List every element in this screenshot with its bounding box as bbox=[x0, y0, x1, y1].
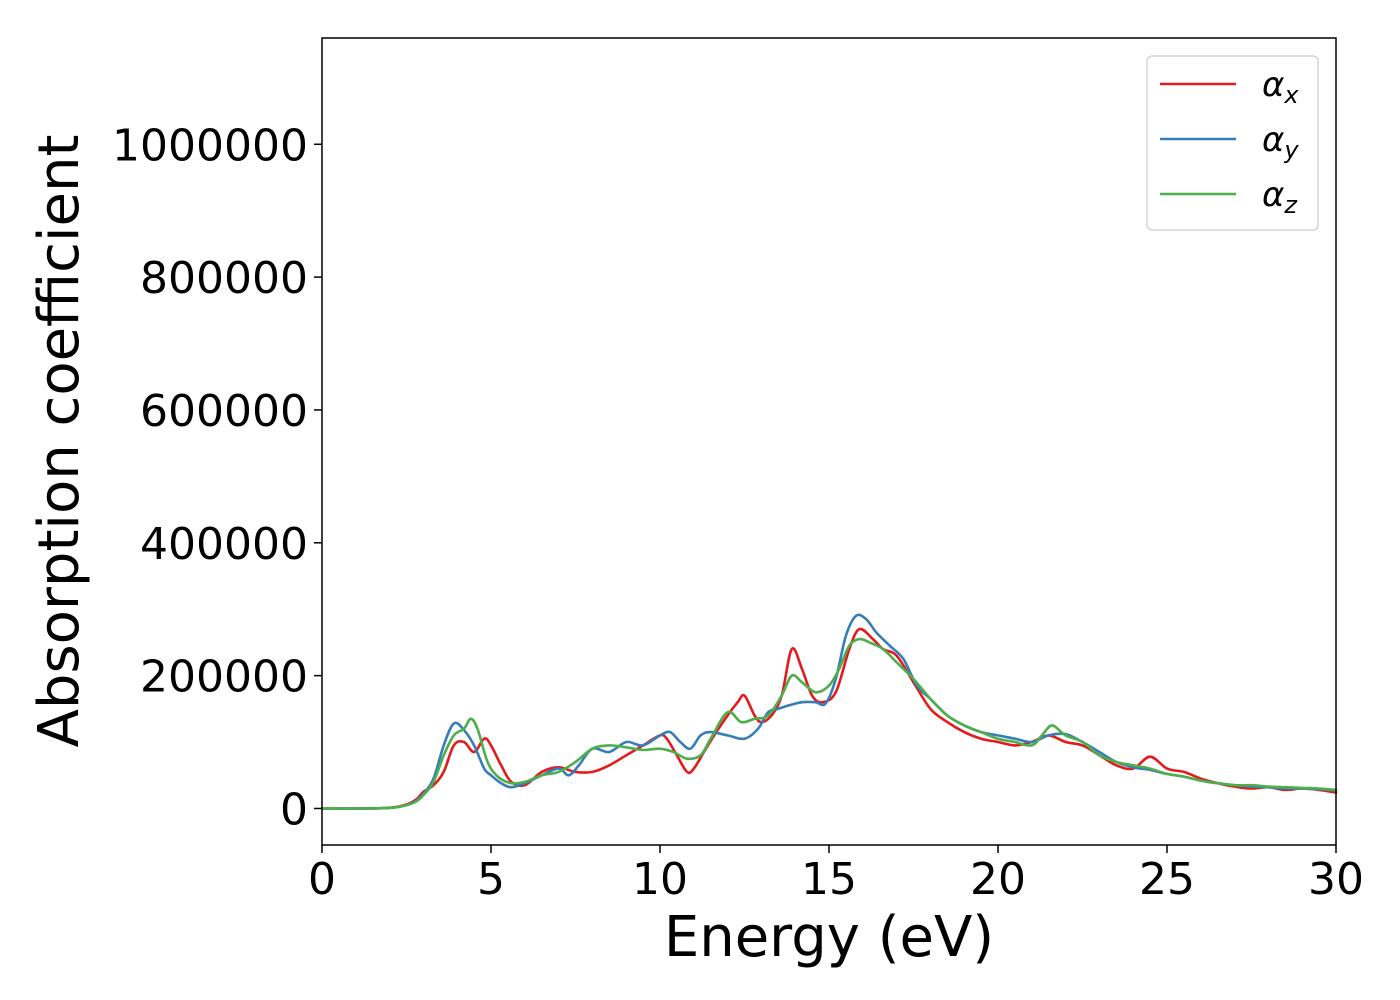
y-tick-label: 600000 bbox=[140, 386, 308, 437]
y-tick-label: 0 bbox=[280, 784, 308, 835]
legend-label-alpha-x: αx bbox=[1262, 65, 1299, 109]
y-axis: 0 200000 400000 600000 800000 1000000 bbox=[112, 120, 322, 835]
series-line-alpha-z bbox=[320, 637, 1338, 810]
legend-box bbox=[1146, 55, 1319, 231]
x-tick-label: 15 bbox=[801, 854, 857, 905]
x-axis: 0 5 10 15 20 25 30 bbox=[308, 845, 1364, 905]
legend-label-alpha-y: αy bbox=[1262, 120, 1299, 164]
y-axis-title: Absorption coefficient bbox=[27, 135, 92, 748]
series-line-alpha-x bbox=[320, 627, 1338, 810]
y-tick-label: 1000000 bbox=[112, 120, 308, 171]
x-tick-label: 5 bbox=[477, 854, 505, 905]
y-tick-label: 200000 bbox=[140, 652, 308, 703]
series-layer bbox=[320, 613, 1338, 810]
x-tick-label: 20 bbox=[970, 854, 1026, 905]
x-axis-title: Energy (eV) bbox=[664, 905, 994, 970]
x-tick-label: 10 bbox=[632, 854, 688, 905]
legend: αx αy αz bbox=[1146, 55, 1319, 231]
x-tick-label: 25 bbox=[1139, 854, 1195, 905]
legend-label-alpha-z: αz bbox=[1262, 175, 1298, 219]
y-tick-label: 800000 bbox=[140, 253, 308, 304]
x-tick-label: 30 bbox=[1308, 854, 1364, 905]
series-line-alpha-y bbox=[320, 613, 1338, 810]
y-tick-label: 400000 bbox=[140, 519, 308, 570]
x-tick-label: 0 bbox=[308, 854, 336, 905]
